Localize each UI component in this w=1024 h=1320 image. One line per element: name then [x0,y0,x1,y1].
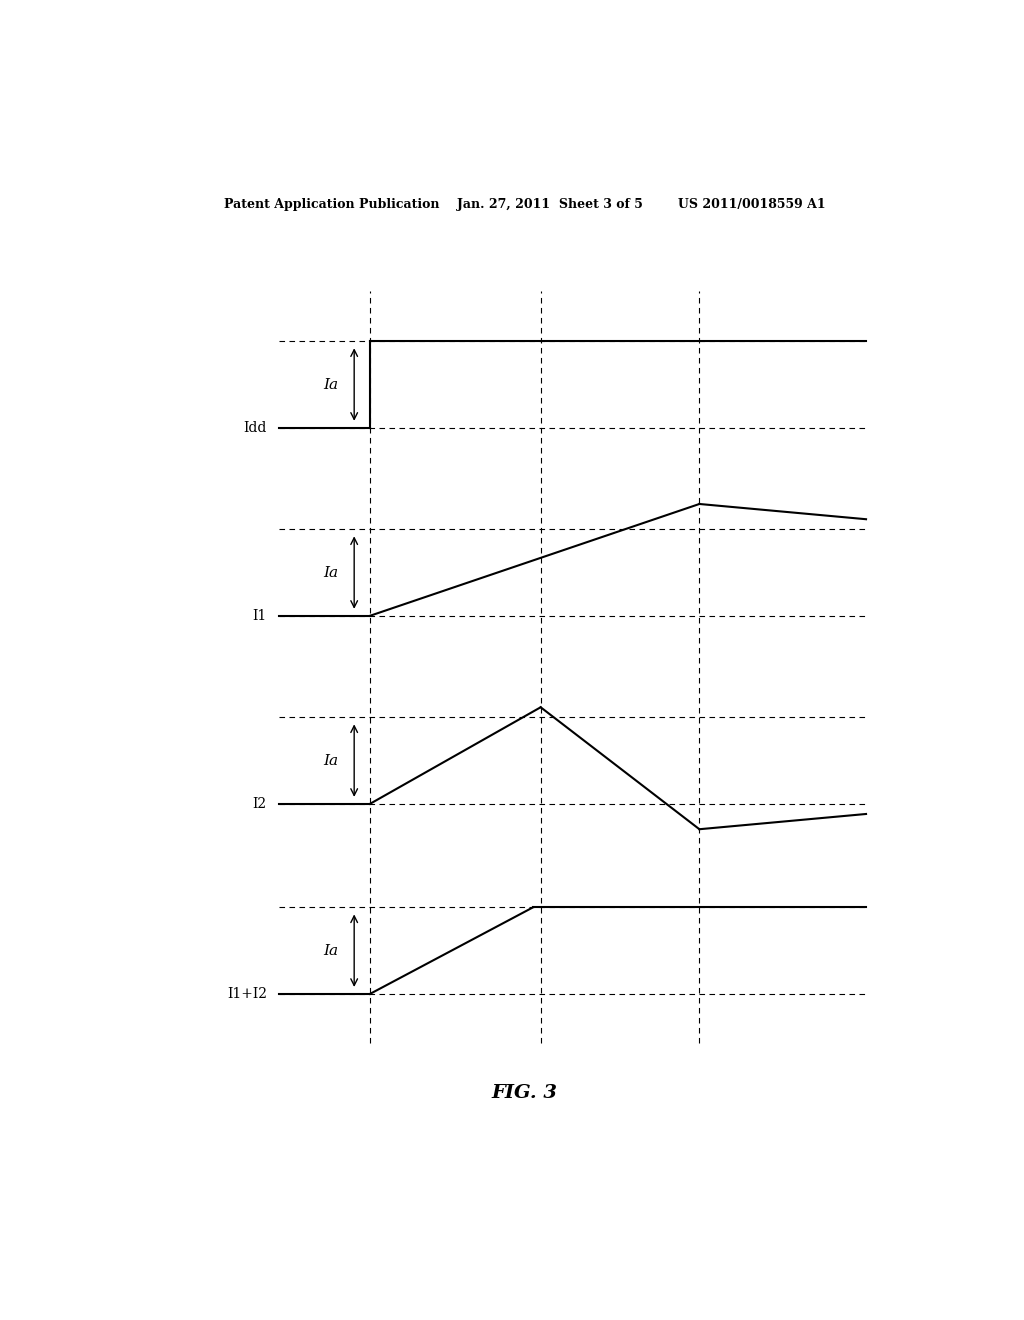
Text: Idd: Idd [244,421,267,434]
Text: I1: I1 [253,609,267,623]
Text: FIG. 3: FIG. 3 [492,1085,558,1102]
Text: Patent Application Publication    Jan. 27, 2011  Sheet 3 of 5        US 2011/001: Patent Application Publication Jan. 27, … [224,198,825,211]
Text: Ia: Ia [323,944,338,958]
Text: I2: I2 [253,797,267,810]
Text: Ia: Ia [323,565,338,579]
Text: Ia: Ia [323,378,338,392]
Text: Ia: Ia [323,754,338,768]
Text: I1+I2: I1+I2 [227,987,267,1001]
